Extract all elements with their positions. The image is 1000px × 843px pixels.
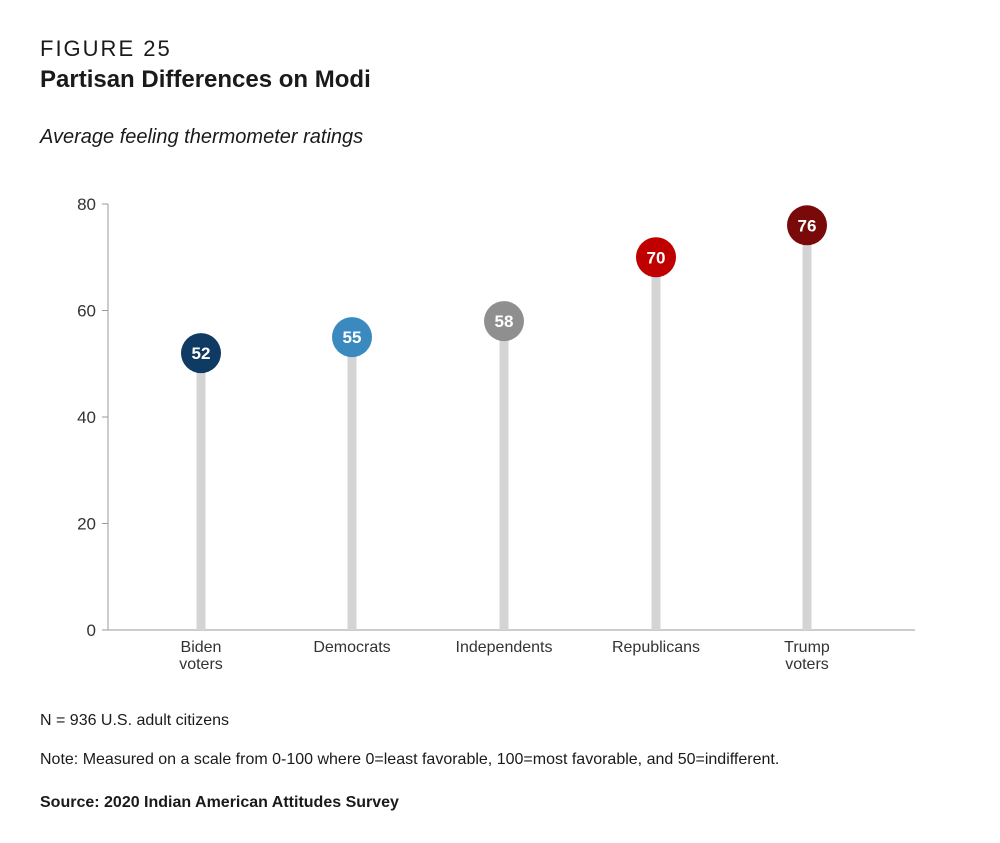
category-label: Biden voters bbox=[179, 639, 223, 673]
value-label: 52 bbox=[192, 344, 211, 363]
chart-title: Partisan Differences on Modi bbox=[40, 66, 371, 93]
sample-size-note: N = 936 U.S. adult citizens bbox=[40, 712, 229, 729]
category-label-line: voters bbox=[179, 656, 223, 673]
category-label-line: Trump bbox=[784, 639, 830, 656]
scale-note: Note: Measured on a scale from 0-100 whe… bbox=[40, 751, 780, 768]
chart-subtitle: Average feeling thermometer ratings bbox=[40, 126, 364, 148]
figure-number: FIGURE 25 bbox=[40, 36, 172, 61]
source-note: Source: 2020 Indian American Attitudes S… bbox=[40, 794, 399, 811]
category-label: Democrats bbox=[313, 639, 390, 656]
category-label-line: Democrats bbox=[313, 639, 390, 656]
y-tick-label: 60 bbox=[77, 302, 96, 321]
lollipop-dot bbox=[787, 205, 827, 246]
category-label-line: Republicans bbox=[612, 639, 700, 656]
value-label: 70 bbox=[647, 248, 666, 267]
lollipop-dot bbox=[181, 333, 221, 374]
category-label-line: Biden bbox=[181, 639, 222, 656]
lollipop-dot bbox=[636, 237, 676, 278]
y-tick-label: 40 bbox=[77, 408, 96, 427]
value-label: 55 bbox=[343, 328, 362, 347]
category-label: Trump voters bbox=[784, 639, 830, 673]
y-tick-label: 20 bbox=[77, 515, 96, 534]
category-label-line: Independents bbox=[456, 639, 553, 656]
y-tick-label: 0 bbox=[87, 621, 96, 640]
value-label: 58 bbox=[495, 312, 514, 331]
category-label: Republicans bbox=[612, 639, 700, 656]
category-label: Independents bbox=[456, 639, 553, 656]
lollipop-dot bbox=[332, 317, 372, 358]
y-tick-label: 80 bbox=[77, 195, 96, 214]
lollipop-dot bbox=[484, 301, 524, 342]
category-label-line: voters bbox=[785, 656, 829, 673]
value-label: 76 bbox=[798, 216, 817, 235]
